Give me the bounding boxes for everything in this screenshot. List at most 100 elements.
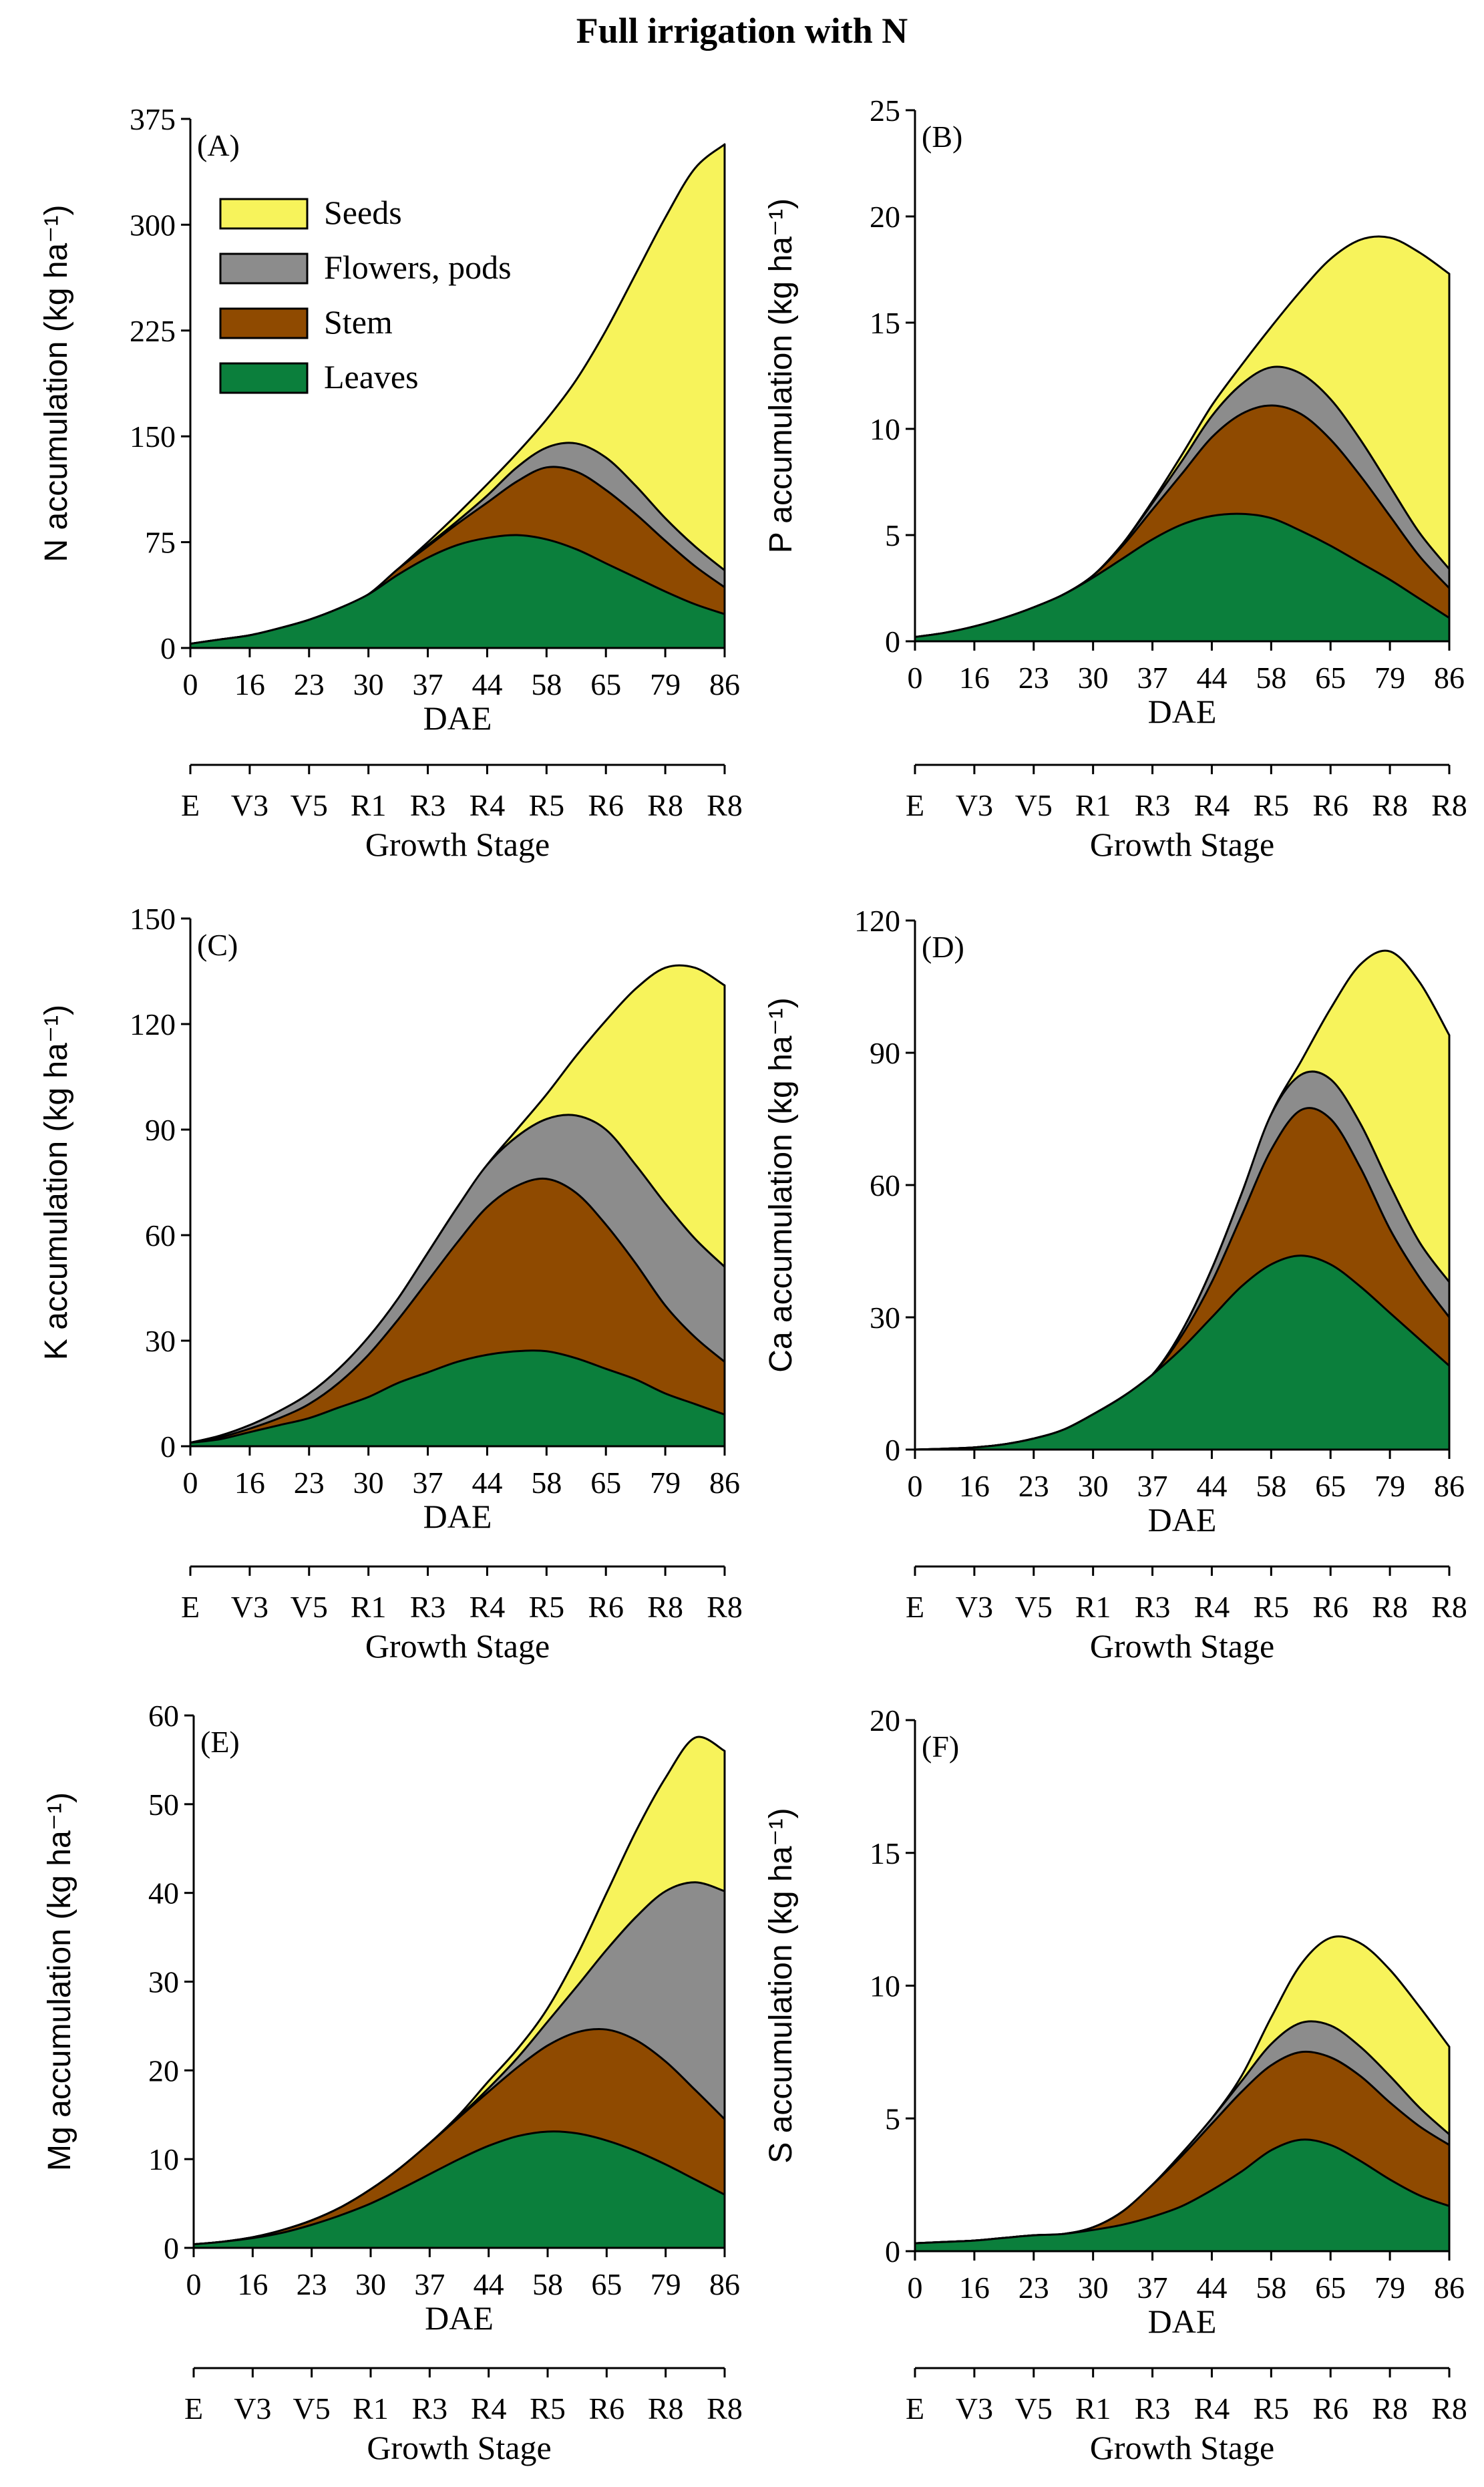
stage-tick-label: V3 xyxy=(956,2391,993,2426)
stage-tick-label: E xyxy=(184,2391,203,2426)
x-tick-label: 37 xyxy=(414,2267,445,2301)
x-axis-title: DAE xyxy=(1148,2303,1217,2340)
stage-tick-label: R3 xyxy=(410,788,446,822)
area-leaves xyxy=(914,1255,1451,1451)
x-tick-label: 37 xyxy=(1137,661,1168,695)
x-tick-label: 44 xyxy=(1196,661,1227,695)
x-tick-label: 65 xyxy=(1315,1469,1346,1503)
legend-label: Leaves xyxy=(324,358,419,395)
y-tick-label: 90 xyxy=(870,1036,900,1070)
x-tick-label: 86 xyxy=(1434,661,1465,695)
stage-tick-label: R4 xyxy=(1194,788,1230,822)
area-leaves xyxy=(189,534,726,649)
x-tick-label: 44 xyxy=(1196,2271,1227,2305)
y-tick-label: 120 xyxy=(130,1007,176,1041)
x-tick-label: 0 xyxy=(186,2267,202,2301)
stage-tick-label: V3 xyxy=(234,2391,271,2426)
legend-swatch xyxy=(219,198,309,230)
x-tick-label: 23 xyxy=(294,1466,325,1500)
panel-label: (B) xyxy=(922,120,962,154)
stage-tick-label: R8 xyxy=(1372,1590,1408,1624)
panel-label: (F) xyxy=(922,1729,959,1764)
stage-tick-label: R4 xyxy=(1194,2391,1230,2426)
y-tick-label: 15 xyxy=(870,1836,900,1870)
y-tick-label: 60 xyxy=(145,1218,176,1253)
stage-tick-label: V5 xyxy=(291,1590,328,1624)
area-leaves xyxy=(914,512,1451,643)
area-leaves xyxy=(914,2138,1451,2253)
y-tick-label: 120 xyxy=(854,904,900,938)
stage-tick-label: R4 xyxy=(470,788,506,822)
x-tick-label: 16 xyxy=(234,667,265,701)
stage-tick-label: R6 xyxy=(588,1590,624,1624)
stage-tick-label: R5 xyxy=(1253,1590,1289,1624)
y-tick-label: 225 xyxy=(130,314,176,348)
panel-label: (D) xyxy=(922,930,964,964)
stage-tick-label: R3 xyxy=(410,1590,446,1624)
x-tick-label: 79 xyxy=(1374,661,1405,695)
stage-tick-label: R3 xyxy=(1135,788,1171,822)
y-tick-label: 0 xyxy=(160,1430,176,1464)
y-tick-label: 150 xyxy=(130,420,176,454)
x-tick-label: 37 xyxy=(413,1466,443,1500)
chart-panel-5: 0 10 20 30 40 50 60 0 16 23 30 37 44 58 65 79 86 DAE E V3 V5… xyxy=(42,1699,743,2466)
stage-tick-label: V3 xyxy=(231,1590,268,1624)
y-tick-label: 0 xyxy=(164,2231,179,2265)
x-tick-label: 58 xyxy=(532,2267,563,2301)
x-tick-label: 23 xyxy=(1018,1469,1049,1503)
x-tick-label: 0 xyxy=(908,1469,923,1503)
stage-tick-label: R5 xyxy=(1253,2391,1289,2426)
stage-tick-label: R1 xyxy=(351,788,387,822)
stage-tick-label: R3 xyxy=(411,2391,447,2426)
stage-tick-label: V3 xyxy=(956,788,993,822)
x-tick-label: 16 xyxy=(959,2271,990,2305)
area-leaves xyxy=(189,1349,726,1448)
y-tick-label: 375 xyxy=(130,102,176,136)
stage-tick-label: R3 xyxy=(1135,1590,1171,1624)
stage-tick-label: V5 xyxy=(1015,2391,1053,2426)
stage-tick-label: R5 xyxy=(1253,788,1289,822)
stage-axis-title: Growth Stage xyxy=(365,826,550,863)
stage-tick-label: R1 xyxy=(351,1590,387,1624)
y-tick-label: 40 xyxy=(148,1876,179,1911)
panel-label: (C) xyxy=(197,928,238,962)
stage-tick-label: R8 xyxy=(647,1590,683,1624)
stage-tick-label: R8 xyxy=(707,2391,743,2426)
stage-axis-title: Growth Stage xyxy=(1090,826,1274,863)
y-tick-label: 75 xyxy=(145,526,176,560)
stage-tick-label: V5 xyxy=(291,788,328,822)
y-tick-label: 60 xyxy=(148,1699,179,1733)
x-tick-label: 23 xyxy=(1018,661,1049,695)
y-tick-label: 30 xyxy=(148,1965,179,1999)
legend-swatch xyxy=(219,362,309,394)
stage-tick-label: R4 xyxy=(470,1590,506,1624)
y-tick-label: 0 xyxy=(885,625,900,659)
x-tick-label: 23 xyxy=(297,2267,327,2301)
y-tick-label: 25 xyxy=(870,94,900,128)
stage-tick-label: R1 xyxy=(353,2391,389,2426)
stage-tick-label: R8 xyxy=(1372,788,1408,822)
x-tick-label: 65 xyxy=(1315,2271,1346,2305)
stage-tick-label: V5 xyxy=(1015,1590,1053,1624)
x-axis-title: DAE xyxy=(1148,693,1217,730)
x-tick-label: 58 xyxy=(531,1466,562,1500)
y-tick-label: 50 xyxy=(148,1788,179,1822)
legend-swatch xyxy=(219,307,309,339)
y-tick-label: 10 xyxy=(148,2142,179,2176)
y-axis-title: S accumulation (kg ha⁻¹) xyxy=(763,1808,799,2163)
stage-tick-label: R8 xyxy=(707,788,743,822)
x-tick-label: 58 xyxy=(1256,1469,1286,1503)
figure-title: Full irrigation with N xyxy=(576,11,908,51)
y-axis-title: Ca accumulation (kg ha⁻¹) xyxy=(763,997,799,1373)
chart-panel-2: 0 5 10 15 20 25 0 16 23 30 37 44 58 65 79 86 DAE E V3 V5 R1 R… xyxy=(763,94,1467,863)
stage-tick-label: R4 xyxy=(471,2391,507,2426)
y-tick-label: 10 xyxy=(870,412,900,446)
stage-tick-label: E xyxy=(906,788,924,822)
stage-tick-label: R8 xyxy=(1431,1590,1467,1624)
x-tick-label: 30 xyxy=(353,1466,384,1500)
stage-tick-label: E xyxy=(906,2391,924,2426)
y-tick-label: 30 xyxy=(870,1301,900,1335)
x-tick-label: 86 xyxy=(709,667,740,701)
